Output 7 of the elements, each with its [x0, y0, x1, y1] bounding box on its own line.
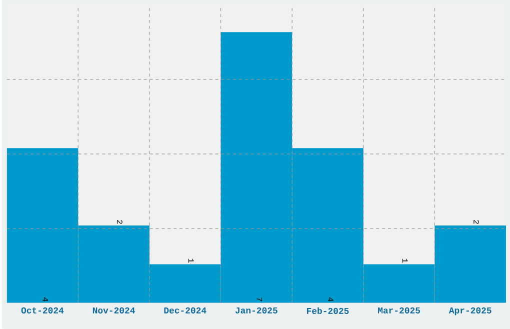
x-tick-label: Oct-2024 [21, 308, 64, 314]
x-tick-label: Jan-2025 [235, 308, 278, 314]
x-tick-label: Nov-2024 [92, 308, 135, 314]
x-tick-label: Mar-2025 [378, 308, 420, 314]
x-tick-label: Apr-2025 [448, 308, 492, 316]
x-tick-label: Dec-2024 [164, 308, 206, 314]
x-tick-label: Feb-2025 [307, 307, 349, 314]
